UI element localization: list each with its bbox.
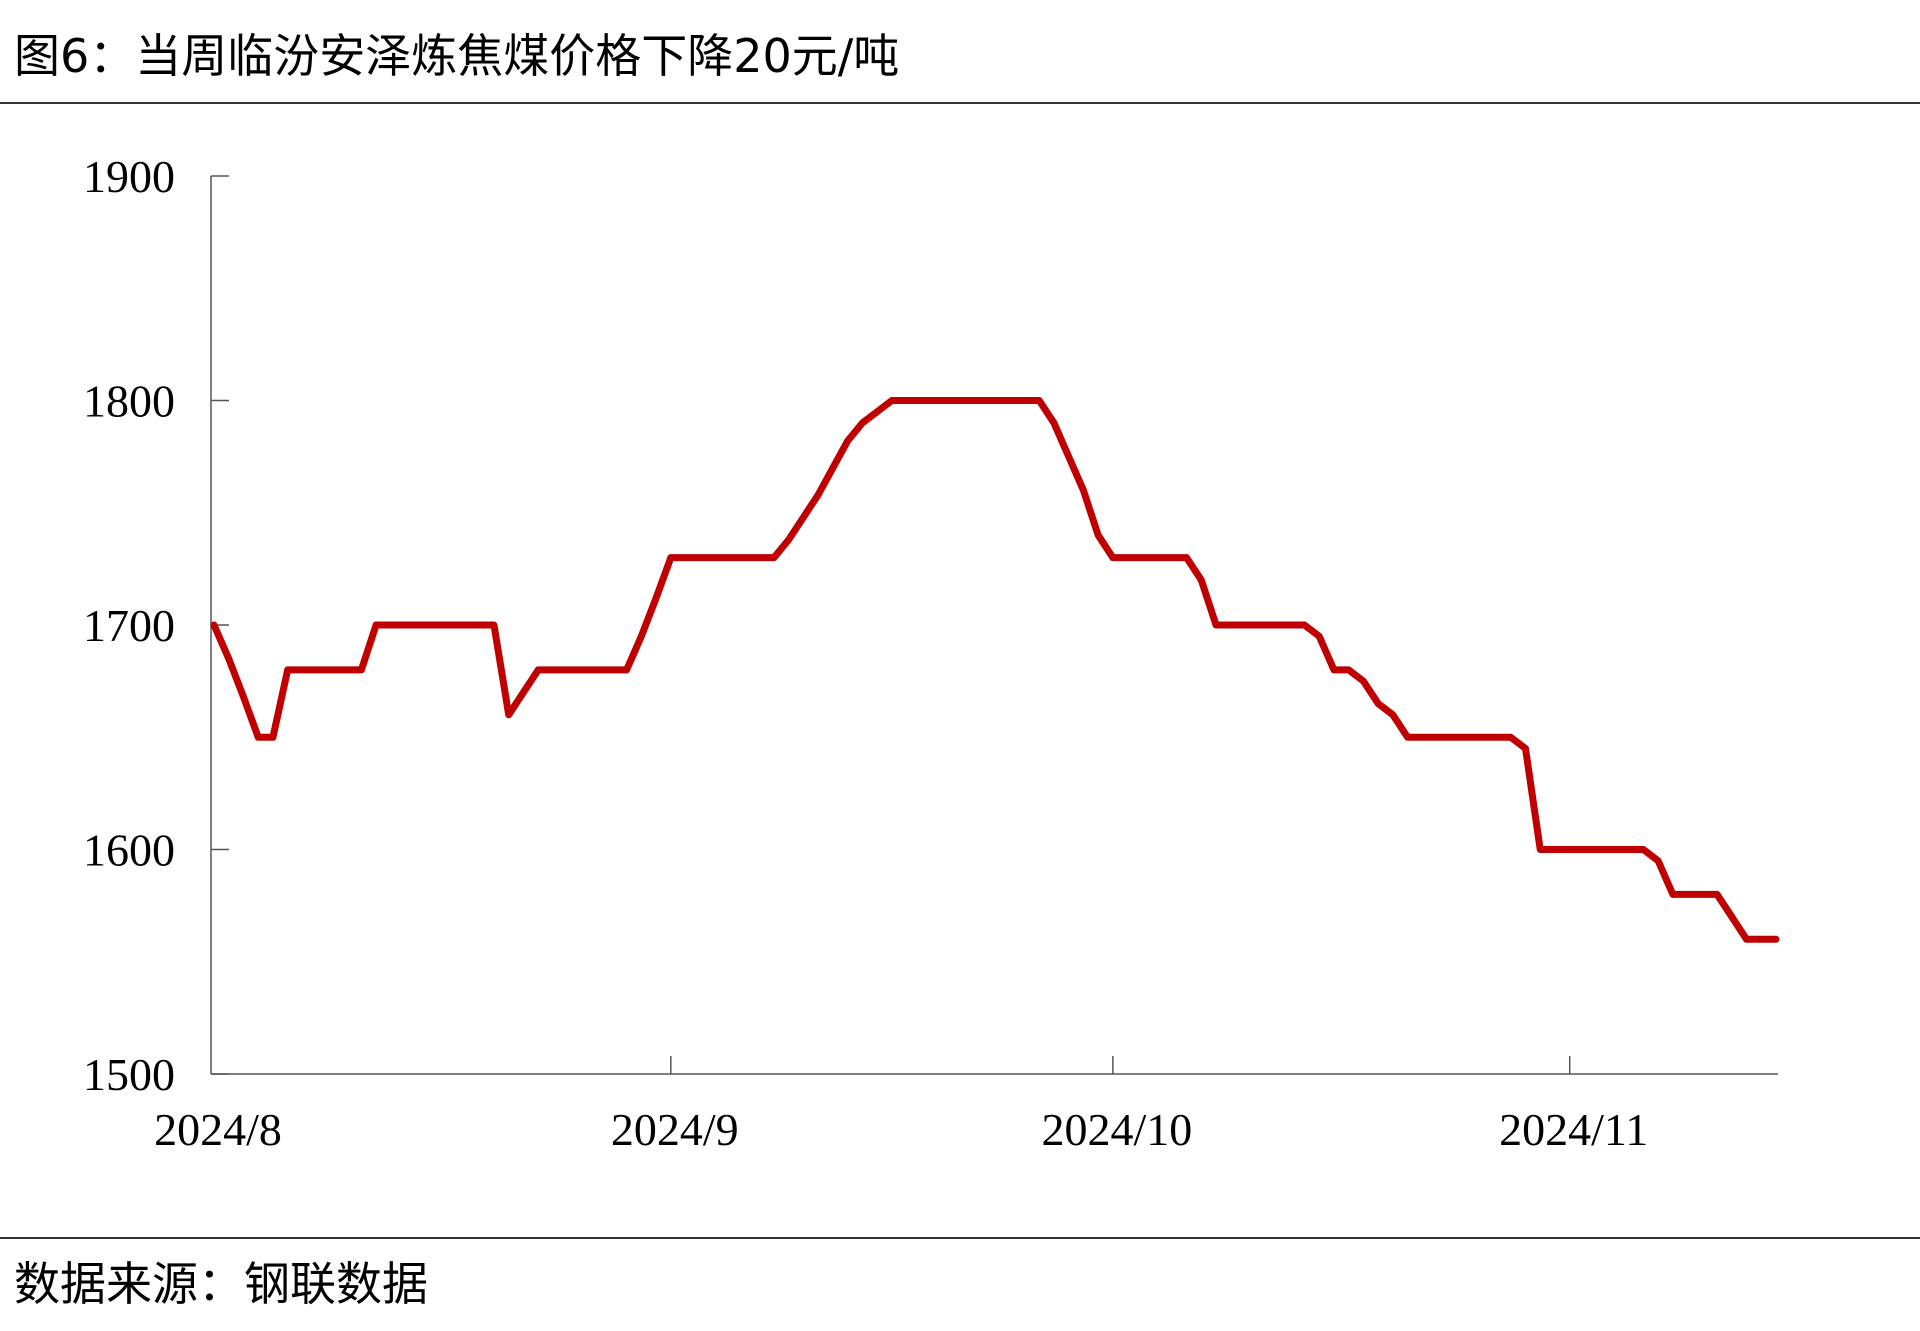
y-tick-label: 1900 [83,151,175,202]
x-tick-label: 2024/9 [611,1104,739,1155]
line-series [210,397,1780,943]
y-tick-label: 1800 [83,376,175,427]
y-tick-label: 1700 [83,600,175,651]
x-tick-label: 2024/11 [1499,1104,1648,1155]
chart-title: 图6：当周临汾安泽炼焦煤价格下降20元/吨 [14,29,899,83]
y-tick-label: 1500 [83,1049,175,1100]
x-tick-label: 2024/10 [1041,1104,1192,1155]
source: 数据来源：钢联数据 [14,1257,428,1311]
y-tick-label: 1600 [83,825,175,876]
x-tick-label: 2024/8 [154,1104,282,1155]
